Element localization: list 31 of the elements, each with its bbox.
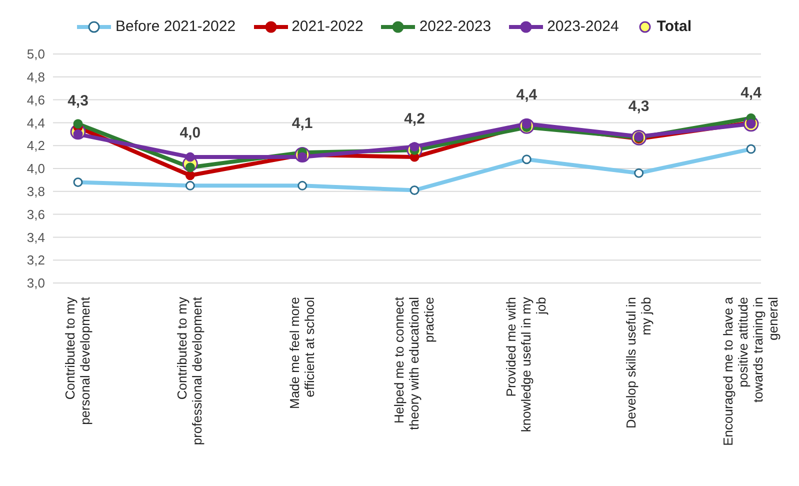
y-tick-label: 4,2	[26, 138, 45, 154]
x-tick-label: Develop skills useful in my job	[623, 297, 654, 429]
y-tick-label: 4,8	[26, 70, 45, 85]
data-label: 4,2	[404, 110, 425, 128]
y-tick-label: 3,2	[26, 252, 45, 268]
legend-label: Total	[656, 18, 692, 35]
y-tick-label: 5,0	[26, 46, 45, 62]
data-label: 4,0	[180, 124, 201, 142]
x-tick-label: Helped me to connect theory with educational practice	[392, 296, 436, 430]
y-tick-label: 3,4	[26, 230, 45, 245]
legend-label: 2022-2023	[419, 18, 492, 35]
data-label: 4,4	[740, 84, 762, 102]
x-tick-label: Encouraged me to have a positive attitude towards training in general	[720, 296, 780, 446]
y-tick-label: 3,0	[26, 276, 45, 291]
data-label: 4,1	[292, 115, 313, 132]
y-tick-label: 4,6	[26, 92, 45, 108]
x-tick-label: Contributed to my personal development	[62, 296, 92, 425]
legend-label: 2023-2024	[547, 18, 619, 35]
legend-label: 2021-2022	[292, 18, 364, 35]
x-tick-label: Provided me with knowledge useful in my job	[504, 296, 549, 432]
point	[73, 119, 83, 129]
data-label: 4,3	[68, 92, 88, 110]
y-tick-label: 3,8	[26, 184, 45, 200]
point	[185, 170, 195, 180]
legend-label: Before 2021-2022	[115, 18, 236, 35]
y-tick-label: 4,4	[26, 115, 45, 130]
data-label: 4,3	[628, 98, 650, 116]
point	[185, 152, 195, 162]
y-tick-label: 4,0	[26, 161, 45, 176]
data-label: 4,4	[516, 86, 538, 104]
y-tick-label: 3,6	[26, 206, 45, 222]
